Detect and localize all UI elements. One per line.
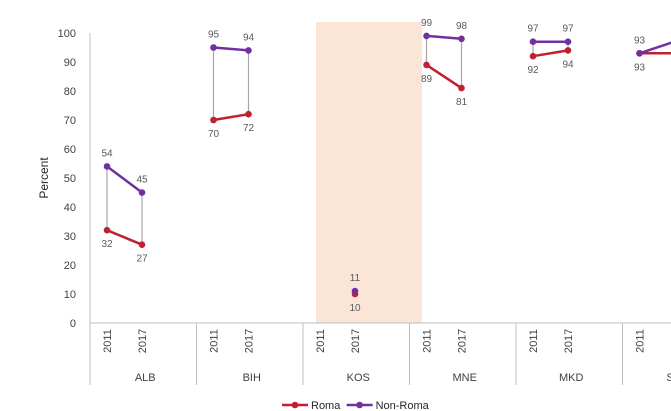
data-label-non-roma: 98 (456, 21, 468, 32)
data-point-non-roma (210, 44, 217, 51)
data-label-non-roma: 94 (243, 32, 255, 43)
x-tick-label-year: 2011 (528, 329, 540, 353)
x-tick-label-year: 2011 (315, 329, 327, 353)
highlight-band (316, 22, 422, 323)
data-point-non-roma (636, 50, 643, 57)
data-point-non-roma (458, 35, 465, 43)
x-group-label: MNE (453, 372, 477, 384)
data-label-non-roma: 11 (350, 273, 361, 284)
y-tick-label: 100 (58, 28, 76, 40)
legend-label-non-roma: Non-Roma (376, 400, 430, 411)
x-tick-label-year: 2017 (563, 329, 575, 353)
legend-marker-non-roma (356, 401, 363, 409)
x-group-label: BIH (243, 372, 261, 384)
data-label-non-roma: 93 (634, 35, 646, 46)
series-line-roma (212, 112, 250, 122)
x-group-label: SRB (666, 372, 671, 384)
data-point-non-roma (423, 32, 430, 40)
y-tick-label: 70 (64, 115, 76, 127)
data-point-roma (423, 61, 430, 69)
x-tick-label-year: 2011 (209, 329, 221, 353)
data-point-roma (245, 110, 252, 118)
data-label-roma: 89 (421, 74, 433, 85)
data-label-non-roma: 54 (101, 148, 113, 159)
data-label-non-roma: 45 (136, 175, 148, 186)
data-point-non-roma (103, 163, 111, 170)
series-line-roma (425, 63, 463, 90)
data-label-non-roma: 95 (208, 30, 220, 41)
y-tick-label: 50 (64, 173, 76, 185)
data-point-roma (564, 47, 572, 54)
y-tick-label: 40 (64, 202, 76, 214)
x-group-label: MKD (559, 372, 584, 384)
data-label-non-roma: 99 (421, 18, 433, 29)
y-tick-label: 30 (64, 231, 76, 243)
series-line-non-roma (638, 41, 671, 55)
data-label-roma: 81 (456, 97, 468, 108)
x-group-label: ALB (135, 372, 156, 384)
legend-marker-roma (291, 401, 299, 409)
data-label-roma: 94 (562, 59, 574, 70)
x-group-label: KOS (347, 372, 370, 384)
series-line-non-roma (425, 34, 463, 41)
y-axis-title: Percent (37, 157, 51, 199)
data-point-roma (138, 241, 146, 248)
data-label-roma: 27 (136, 254, 148, 265)
series-line-non-roma (105, 165, 144, 194)
y-tick-label: 90 (64, 57, 76, 69)
x-tick-label-year: 2011 (422, 329, 434, 353)
y-tick-label: 10 (64, 289, 76, 301)
series-line-roma (531, 49, 570, 58)
y-tick-label: 80 (64, 86, 76, 98)
y-tick-label: 20 (64, 260, 76, 272)
legend-label-roma: Roma (311, 400, 341, 411)
x-tick-label-year: 2011 (635, 329, 647, 353)
data-label-roma: 93 (634, 62, 646, 73)
x-tick-label-year: 2011 (102, 329, 114, 353)
x-tick-label-year: 2017 (457, 329, 469, 353)
x-tick-label-year: 2017 (244, 329, 256, 353)
x-tick-label-year: 2017 (137, 329, 149, 353)
data-point-non-roma (245, 47, 252, 54)
data-point-roma (529, 52, 537, 60)
data-point-non-roma (564, 38, 572, 45)
data-point-roma (458, 84, 465, 92)
x-tick-label-year: 2017 (350, 329, 362, 353)
series-line-non-roma (212, 46, 250, 52)
data-point-roma (103, 226, 111, 234)
series-line-roma (105, 228, 144, 246)
data-label-non-roma: 97 (562, 24, 574, 35)
data-label-roma: 70 (208, 129, 220, 140)
data-label-non-roma: 97 (527, 24, 539, 35)
data-label-roma: 92 (527, 65, 539, 76)
y-tick-label: 60 (64, 144, 76, 156)
data-label-roma: 10 (349, 303, 361, 314)
data-label-roma: 72 (243, 123, 255, 134)
data-point-non-roma (529, 38, 537, 45)
data-label-roma: 32 (101, 239, 113, 250)
y-tick-label: 0 (70, 318, 76, 330)
data-point-non-roma (138, 189, 146, 196)
data-point-non-roma (351, 287, 359, 295)
data-point-roma (210, 116, 217, 124)
